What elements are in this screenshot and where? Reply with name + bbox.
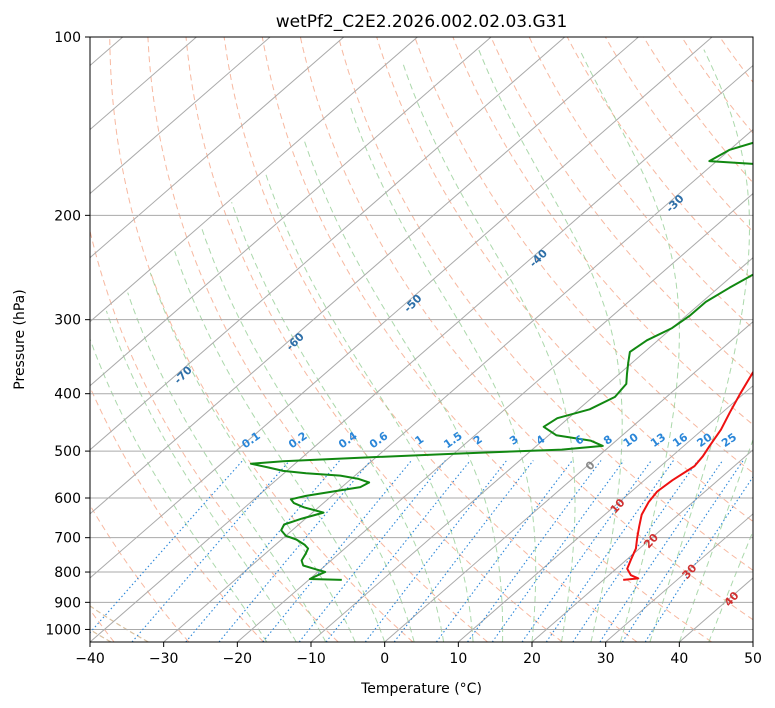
dry-adiabat bbox=[223, 37, 638, 642]
moist-adiabat bbox=[401, 61, 576, 642]
moist-adiabat bbox=[201, 227, 415, 642]
mixing-ratio-line bbox=[644, 476, 753, 642]
mixing-ratio-line bbox=[90, 460, 244, 634]
isotherm bbox=[458, 385, 753, 642]
isobars bbox=[90, 37, 753, 630]
mixing-ratio-line bbox=[521, 460, 652, 642]
temperature-line bbox=[623, 370, 753, 581]
mixing-ratio-line bbox=[467, 460, 602, 642]
x-tick-label: −10 bbox=[296, 651, 326, 667]
y-tick-label: 400 bbox=[54, 387, 81, 403]
dry-adiabat bbox=[604, 37, 753, 233]
isotherm bbox=[90, 37, 639, 515]
y-tick-label: 1000 bbox=[45, 622, 81, 638]
moist-adiabat bbox=[708, 530, 753, 642]
moist-adiabat bbox=[649, 49, 751, 642]
x-axis-title: Temperature (°C) bbox=[360, 681, 482, 697]
x-tick-label: 0 bbox=[380, 651, 389, 667]
mixing-ratio-line bbox=[545, 460, 674, 642]
moist-adiabat bbox=[265, 173, 474, 642]
dry-adiabat bbox=[90, 385, 264, 642]
dry-adiabat bbox=[147, 37, 488, 642]
dry-adiabat bbox=[490, 37, 753, 378]
x-tick-label: −20 bbox=[223, 651, 253, 667]
isotherm bbox=[237, 192, 753, 642]
moist-adiabat bbox=[90, 337, 268, 642]
dry-adiabat bbox=[185, 37, 563, 642]
dry-adiabat bbox=[109, 37, 414, 642]
isotherm bbox=[310, 256, 753, 642]
y-tick-label: 700 bbox=[54, 531, 81, 547]
y-tick-label: 900 bbox=[54, 595, 81, 611]
dry-adiabat bbox=[338, 37, 753, 571]
mixing-ratio-line bbox=[218, 460, 372, 642]
y-tick-label: 600 bbox=[54, 491, 81, 507]
y-axis-title: Pressure (hPa) bbox=[12, 289, 28, 389]
y-axis: 1000 900 800 700 600 500 400 300 200 100 bbox=[45, 30, 90, 638]
isotherm bbox=[90, 37, 492, 387]
isotherm bbox=[531, 449, 753, 642]
dry-adiabat bbox=[261, 37, 712, 642]
mixing-ratio-line bbox=[491, 460, 625, 642]
dry-adiabats bbox=[90, 37, 753, 642]
mixing-ratio-line bbox=[325, 460, 471, 642]
x-tick-label: −40 bbox=[75, 651, 105, 667]
isotherm bbox=[605, 513, 753, 642]
mixing-ratio-line bbox=[298, 460, 446, 642]
moist-adiabat bbox=[349, 104, 537, 642]
dry-adiabat bbox=[566, 37, 753, 281]
dry-adiabat bbox=[90, 228, 339, 642]
mixing-ratio-line bbox=[621, 460, 744, 642]
y-tick-label: 100 bbox=[54, 30, 81, 46]
x-tick-label: 40 bbox=[670, 651, 688, 667]
y-tick-label: 500 bbox=[54, 444, 81, 460]
plot-frame bbox=[89, 36, 754, 643]
isotherm bbox=[90, 37, 271, 195]
dewpoint-line bbox=[249, 141, 753, 581]
isotherm bbox=[90, 37, 566, 451]
moist-adiabat bbox=[105, 310, 297, 642]
x-tick-label: 10 bbox=[449, 651, 467, 667]
moist-adiabat bbox=[478, 49, 623, 642]
moist-adiabat bbox=[678, 438, 753, 642]
mixing-ratio-line bbox=[435, 460, 573, 642]
chart-title: wetPf2_C2E2.2026.002.02.03.G31 bbox=[276, 12, 568, 32]
isotherm bbox=[90, 37, 418, 323]
isotherm bbox=[384, 321, 753, 642]
isotherm bbox=[163, 128, 753, 642]
isotherm bbox=[90, 64, 753, 642]
moist-adiabat bbox=[149, 272, 356, 642]
isotherm bbox=[90, 37, 713, 579]
x-tick-label: 30 bbox=[597, 651, 615, 667]
y-tick-label: 300 bbox=[54, 313, 81, 329]
mixing-ratio-line bbox=[599, 460, 724, 642]
dry-adiabat bbox=[299, 37, 753, 621]
y-tick-label: 200 bbox=[54, 208, 81, 224]
mixing-ratio-line bbox=[131, 460, 291, 642]
y-tick-label: 800 bbox=[54, 565, 81, 581]
sounding-series bbox=[249, 141, 753, 581]
x-axis: −40 −30 −20 −10 0 10 20 30 40 50 bbox=[75, 642, 762, 667]
plot-area bbox=[90, 37, 753, 642]
mixing-ratio-lines bbox=[90, 460, 753, 642]
dry-adiabat bbox=[528, 37, 753, 330]
x-tick-label: −30 bbox=[149, 651, 179, 667]
isotherms bbox=[90, 37, 753, 642]
x-tick-label: 20 bbox=[523, 651, 541, 667]
moist-adiabat bbox=[231, 201, 445, 642]
moist-adiabat bbox=[579, 49, 680, 642]
x-tick-label: 50 bbox=[744, 651, 762, 667]
dry-adiabat bbox=[376, 37, 753, 523]
isotherm bbox=[90, 37, 345, 259]
mixing-ratio-line bbox=[262, 460, 412, 642]
mixing-ratio-line bbox=[572, 460, 699, 642]
